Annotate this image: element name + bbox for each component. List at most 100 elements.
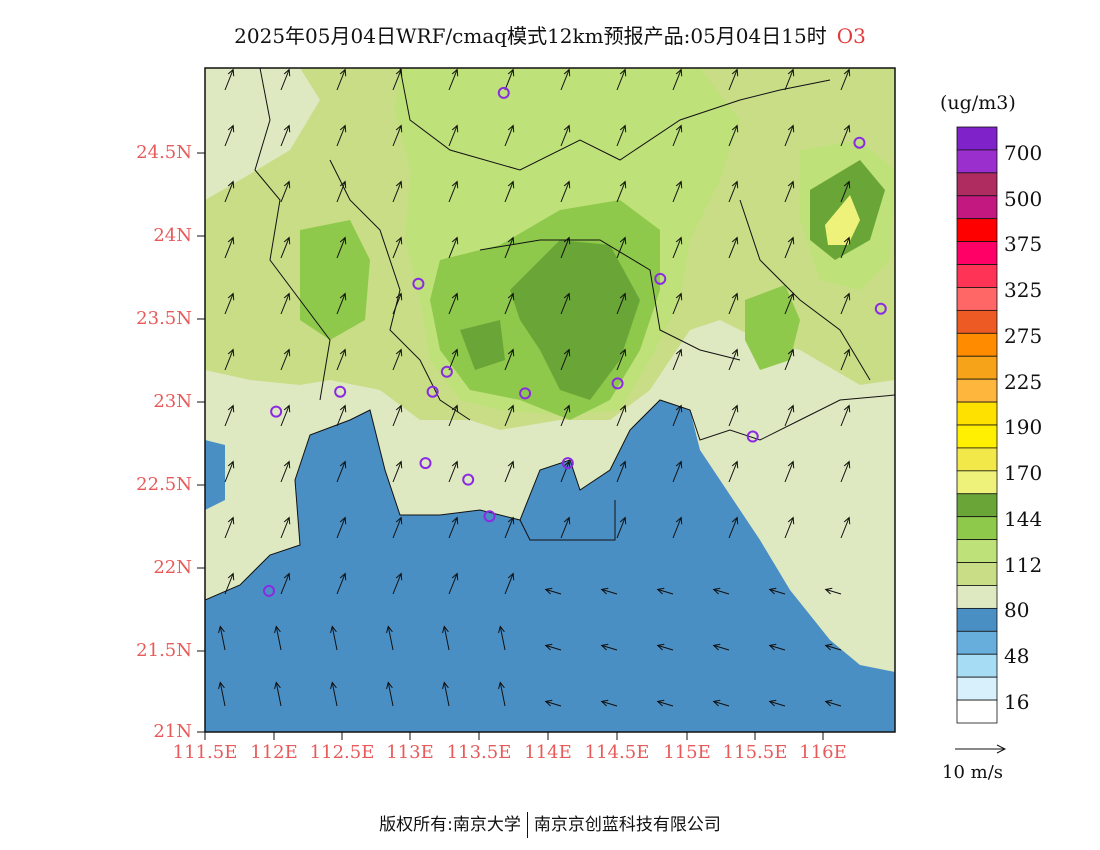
colorbar-swatch (956, 241, 998, 265)
wind-arrow (840, 125, 850, 147)
wind-arrow (392, 181, 402, 203)
wind-arrow (280, 181, 290, 203)
footer-separator (526, 812, 528, 838)
wind-arrow (672, 181, 682, 203)
wind-arrow (784, 69, 794, 91)
wind-arrow-head (227, 460, 235, 469)
wind-arrow-head (330, 681, 337, 690)
colorbar-label: 700 (1004, 141, 1043, 165)
colorbar-swatch (956, 401, 998, 426)
wind-arrow-head (227, 348, 235, 357)
wind-arrow (560, 461, 570, 483)
wind-arrow (616, 237, 626, 259)
wind-arrow (280, 573, 290, 595)
wind-arrow-head (768, 643, 777, 651)
wind-arrow (769, 644, 786, 651)
wind-arrow-head (675, 460, 683, 469)
wind-arrow-head (731, 292, 739, 301)
wind-arrow (392, 125, 402, 147)
wind-arrow-head (787, 292, 795, 301)
wind-arrow-head (544, 699, 553, 707)
wind-arrow (672, 517, 682, 539)
colorbar (956, 126, 998, 724)
wind-arrow-head (451, 460, 459, 469)
wind-arrow-head (227, 404, 235, 413)
wind-arrow (224, 293, 234, 315)
wind-arrow-head (386, 681, 393, 690)
wind-arrow (840, 405, 850, 427)
province-border (254, 68, 331, 401)
colorbar-label: 80 (1004, 598, 1030, 622)
wind-arrow (280, 517, 290, 539)
wind-arrow-head (283, 572, 291, 581)
wind-arrow (713, 700, 730, 707)
wind-arrow (728, 461, 738, 483)
wind-arrow (504, 125, 514, 147)
wind-arrow-head (600, 699, 609, 707)
wind-arrow-head (619, 180, 627, 189)
wind-arrow-head (227, 236, 235, 245)
station-marker (419, 457, 432, 470)
wind-arrow-head (498, 681, 505, 690)
wind-arrow-head (619, 68, 627, 77)
wind-arrow (443, 682, 450, 707)
copyright-footer: 版权所有:南京大学 南京京创蓝科技有限公司 (0, 810, 1100, 838)
wind-arrow (672, 125, 682, 147)
colorbar-swatch (956, 585, 998, 609)
wind-arrow (616, 125, 626, 147)
wind-arrow (616, 461, 626, 483)
wind-arrow (224, 237, 234, 259)
wind-arrow-head (619, 236, 627, 245)
station-marker (654, 272, 667, 285)
wind-arrow (784, 181, 794, 203)
wind-arrow (784, 293, 794, 315)
wind-arrow (275, 626, 282, 651)
wind-arrow (728, 293, 738, 315)
wind-arrow (336, 461, 346, 483)
wind-arrow (728, 125, 738, 147)
wind-arrow (224, 69, 234, 91)
wind-arrow-head (712, 587, 721, 595)
wind-arrow-head (768, 699, 777, 707)
wind-arrow (392, 293, 402, 315)
wind-arrow-head (824, 699, 833, 707)
wind-arrow (672, 461, 682, 483)
x-tick-label: 115.5E (722, 742, 788, 763)
wind-arrow-head (675, 404, 683, 413)
colorbar-label: 144 (1004, 507, 1043, 531)
colorbar-swatch (956, 149, 998, 174)
wind-arrow-head (843, 236, 851, 245)
wind-arrow (657, 644, 674, 651)
wind-arrow (392, 573, 402, 595)
wind-arrow-head (274, 681, 281, 690)
wind-arrow (499, 682, 506, 707)
wind-arrow (840, 293, 850, 315)
y-tick-label: 22N (153, 557, 192, 578)
wind-arrow-head (787, 68, 795, 77)
wind-arrow-head (675, 180, 683, 189)
wind-reference-label: 10 m/s (942, 762, 1003, 783)
wind-arrow (616, 69, 626, 91)
wind-arrow-head (339, 236, 347, 245)
wind-arrow-head (339, 516, 347, 525)
wind-arrow (728, 405, 738, 427)
wind-arrow-head (274, 625, 281, 634)
wind-arrow (448, 237, 458, 259)
wind-arrow (336, 573, 346, 595)
wind-arrow-head (619, 516, 627, 525)
colorbar-label: 16 (1004, 690, 1030, 714)
wind-arrow-head (675, 292, 683, 301)
wind-arrow-head (283, 516, 291, 525)
wind-arrow (825, 588, 842, 595)
colorbar-swatch (956, 287, 998, 311)
field-band-144-west (300, 220, 370, 340)
wind-arrow (504, 405, 514, 427)
y-tick-label: 23.5N (136, 308, 192, 329)
wind-arrow-head (787, 236, 795, 245)
wind-arrow (224, 461, 234, 483)
wind-arrow (545, 588, 562, 595)
wind-arrow (504, 237, 514, 259)
y-tick-label: 21.5N (136, 640, 192, 661)
wind-arrow (672, 69, 682, 91)
wind-arrow (392, 237, 402, 259)
